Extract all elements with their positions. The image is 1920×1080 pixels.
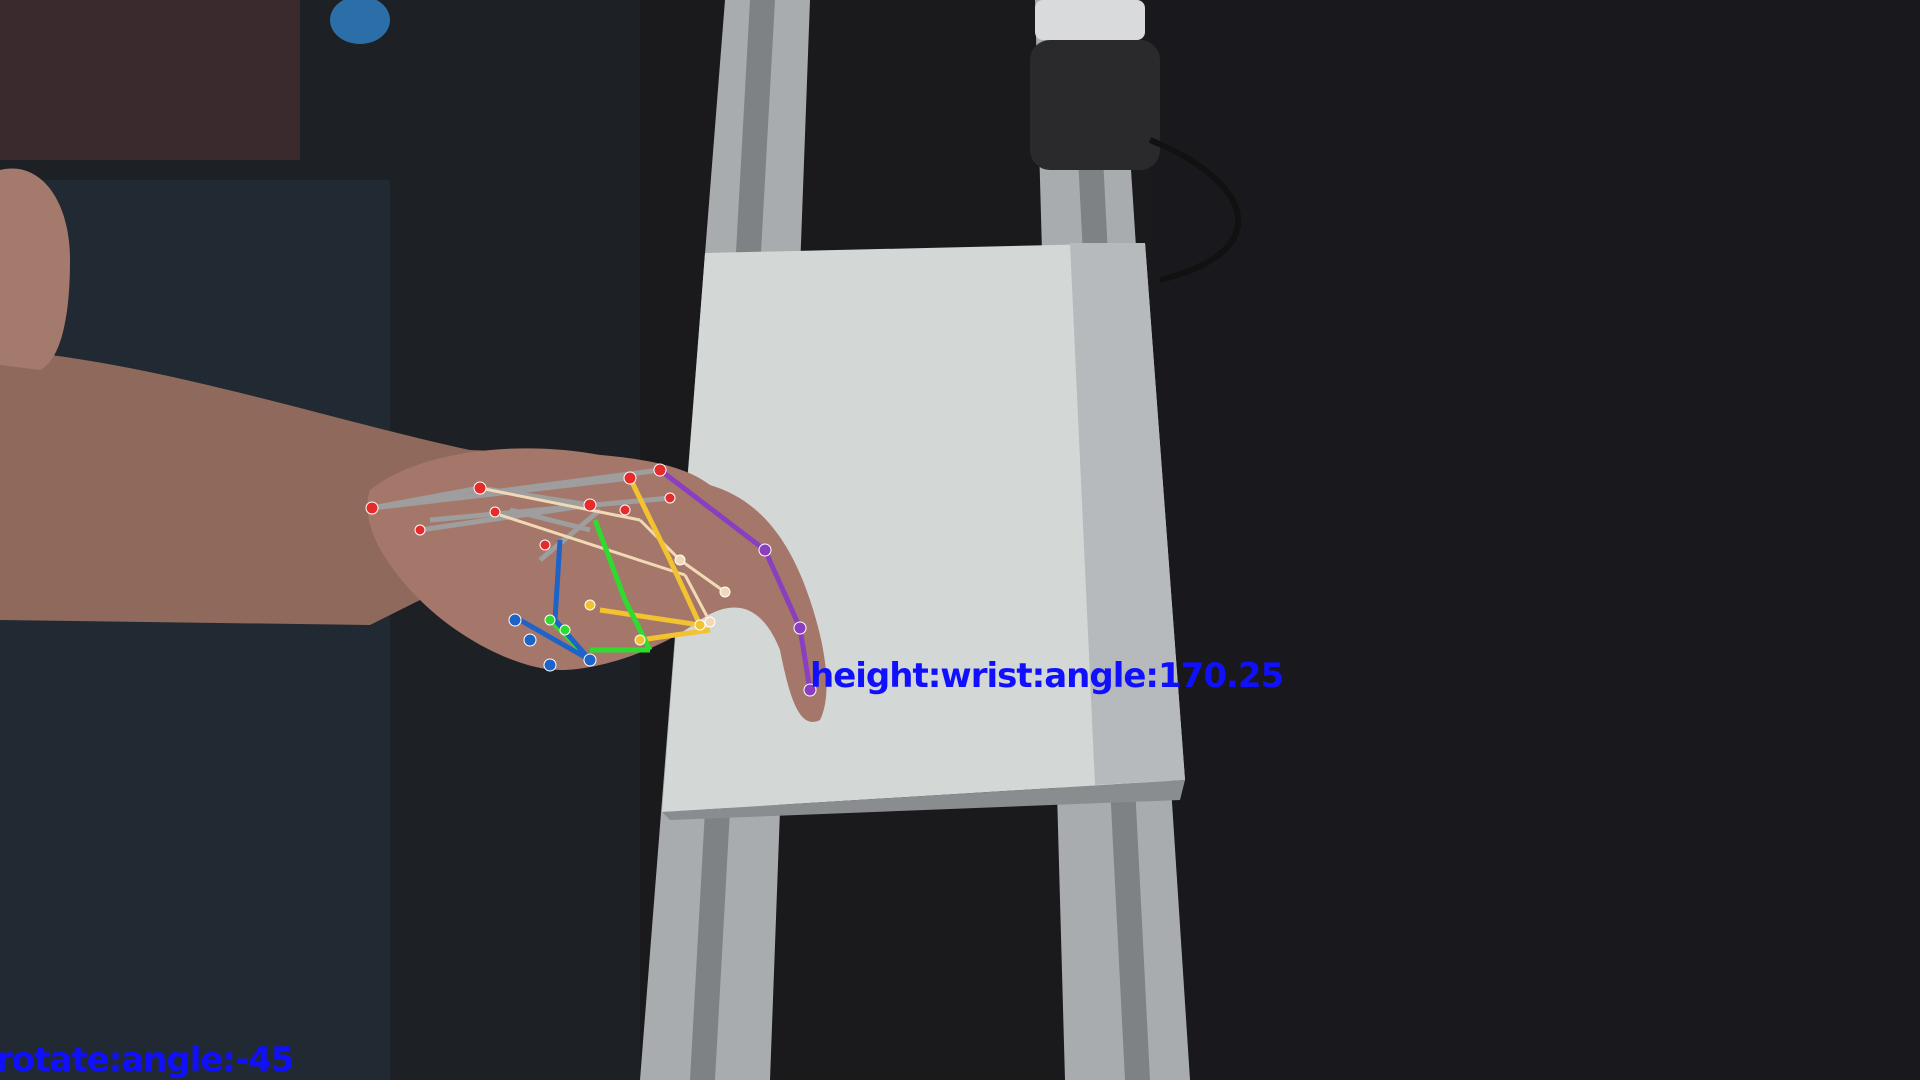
cable [1148, 137, 1242, 283]
trajectory-overlay-label: height:wrist:angle:170.25 [810, 656, 1284, 696]
thumb-links [658, 468, 813, 691]
blue-object [330, 0, 390, 44]
dark-cushion [0, 180, 390, 1080]
ring-points [508, 613, 597, 672]
keypoints [365, 463, 676, 551]
top-mount [1035, 0, 1145, 40]
black-clamp [1030, 40, 1160, 170]
right-cloth [1150, 0, 1920, 1080]
index-points [584, 599, 706, 646]
index-links [599, 476, 711, 643]
middle-points [544, 614, 571, 636]
pinky-links [479, 486, 726, 623]
background-object [0, 0, 300, 160]
status-overlay-label: rotate:angle:-45 [0, 1040, 294, 1080]
trackpad-shadow [662, 780, 1185, 820]
left-edge-hand [0, 168, 70, 370]
thumb-points [758, 543, 817, 697]
trackpad-edge [1070, 243, 1185, 785]
